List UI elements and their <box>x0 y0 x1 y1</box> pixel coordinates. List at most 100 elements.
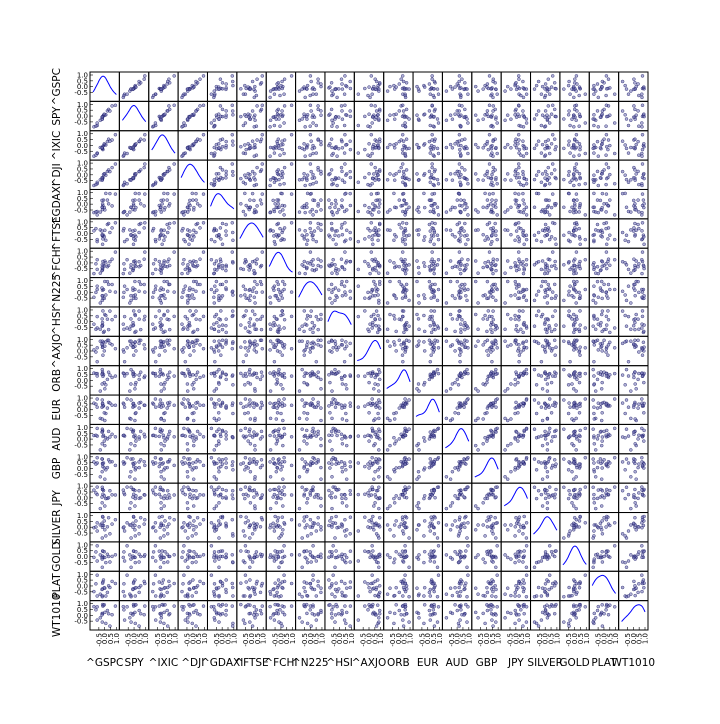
data-point <box>536 373 541 377</box>
data-point <box>489 124 493 128</box>
cell-^IXIC-vs-^IXIC <box>148 130 179 161</box>
data-point <box>191 344 196 348</box>
data-point <box>633 317 637 321</box>
data-point <box>110 257 114 261</box>
data-point <box>612 121 617 125</box>
data-point <box>485 235 489 239</box>
data-point <box>575 406 579 410</box>
data-point <box>485 380 489 385</box>
data-point <box>100 145 104 150</box>
data-point <box>102 329 107 334</box>
data-point <box>604 323 609 327</box>
data-point <box>578 309 582 313</box>
data-point <box>278 182 282 187</box>
data-point <box>629 118 633 123</box>
cell-^GDAXI-vs-AUD <box>441 188 473 220</box>
cell-^DJI-vs-ORB <box>383 159 414 190</box>
data-point <box>277 398 281 402</box>
data-point <box>404 107 409 112</box>
data-point <box>348 404 353 408</box>
data-point <box>159 372 163 377</box>
data-point <box>487 192 492 196</box>
cell-^DJI-vs-^AXJO <box>353 159 385 190</box>
data-point <box>333 87 338 92</box>
data-point <box>377 117 381 121</box>
data-point <box>92 322 96 326</box>
data-point <box>592 417 597 421</box>
data-point <box>316 221 320 226</box>
data-point <box>305 382 309 386</box>
data-point <box>188 434 192 439</box>
data-point <box>244 175 248 180</box>
data-point <box>194 406 198 410</box>
data-point <box>369 221 374 225</box>
data-point <box>626 374 631 378</box>
data-point <box>230 259 235 264</box>
data-point <box>465 117 469 121</box>
data-point <box>606 237 610 241</box>
data-point <box>194 435 198 439</box>
data-point <box>137 401 141 405</box>
data-point <box>455 198 460 202</box>
data-point <box>153 287 158 292</box>
cell-^AXJO-vs-^HSI <box>324 335 355 367</box>
data-point <box>552 370 557 374</box>
data-point <box>131 401 136 406</box>
data-point <box>340 109 344 113</box>
cell-^GDAXI-vs-WT1010 <box>618 188 649 220</box>
data-point <box>335 210 339 215</box>
data-point <box>571 286 576 290</box>
data-point <box>195 202 200 206</box>
data-point <box>448 259 453 263</box>
cell-^DJI-vs-^FCHI <box>265 159 297 190</box>
data-point <box>160 202 164 206</box>
data-point <box>181 93 185 98</box>
data-point <box>550 403 555 408</box>
data-point <box>134 296 138 301</box>
data-point <box>165 109 170 113</box>
data-point <box>230 309 235 313</box>
data-point <box>252 405 256 409</box>
data-point <box>567 289 571 294</box>
data-point <box>188 198 192 203</box>
data-point <box>539 180 544 185</box>
data-point <box>574 374 579 378</box>
data-point <box>553 237 557 241</box>
data-point <box>217 343 221 347</box>
data-point <box>192 142 196 146</box>
data-point <box>595 264 600 269</box>
data-point <box>327 198 331 202</box>
data-point <box>462 198 466 203</box>
cell-^AXJO-vs-EUR <box>412 335 443 367</box>
data-point <box>172 435 176 439</box>
data-point <box>212 262 217 266</box>
data-point <box>280 86 285 91</box>
data-point <box>465 233 469 238</box>
cell-^FCHI-vs-^DJI <box>177 247 208 279</box>
data-point <box>304 242 309 247</box>
data-point <box>549 171 554 176</box>
data-point <box>340 338 344 343</box>
data-point <box>604 226 608 231</box>
data-point <box>374 176 378 180</box>
data-point <box>546 104 551 108</box>
data-point <box>517 77 521 81</box>
data-point <box>188 353 192 357</box>
data-point <box>319 418 323 423</box>
data-point <box>503 89 507 93</box>
data-point <box>329 168 334 172</box>
data-point <box>428 180 433 185</box>
data-point <box>623 293 627 297</box>
data-point <box>302 404 307 408</box>
data-point <box>277 339 281 343</box>
data-point <box>122 359 127 364</box>
data-point <box>417 271 421 275</box>
data-point <box>640 403 645 408</box>
data-point <box>494 205 498 210</box>
cell-SPY-vs-^FTSE <box>236 100 267 132</box>
data-point <box>186 339 190 343</box>
data-point <box>416 317 421 321</box>
cell-SPY-vs-^AXJO <box>353 100 385 132</box>
data-point <box>303 401 307 405</box>
data-point <box>612 326 617 330</box>
